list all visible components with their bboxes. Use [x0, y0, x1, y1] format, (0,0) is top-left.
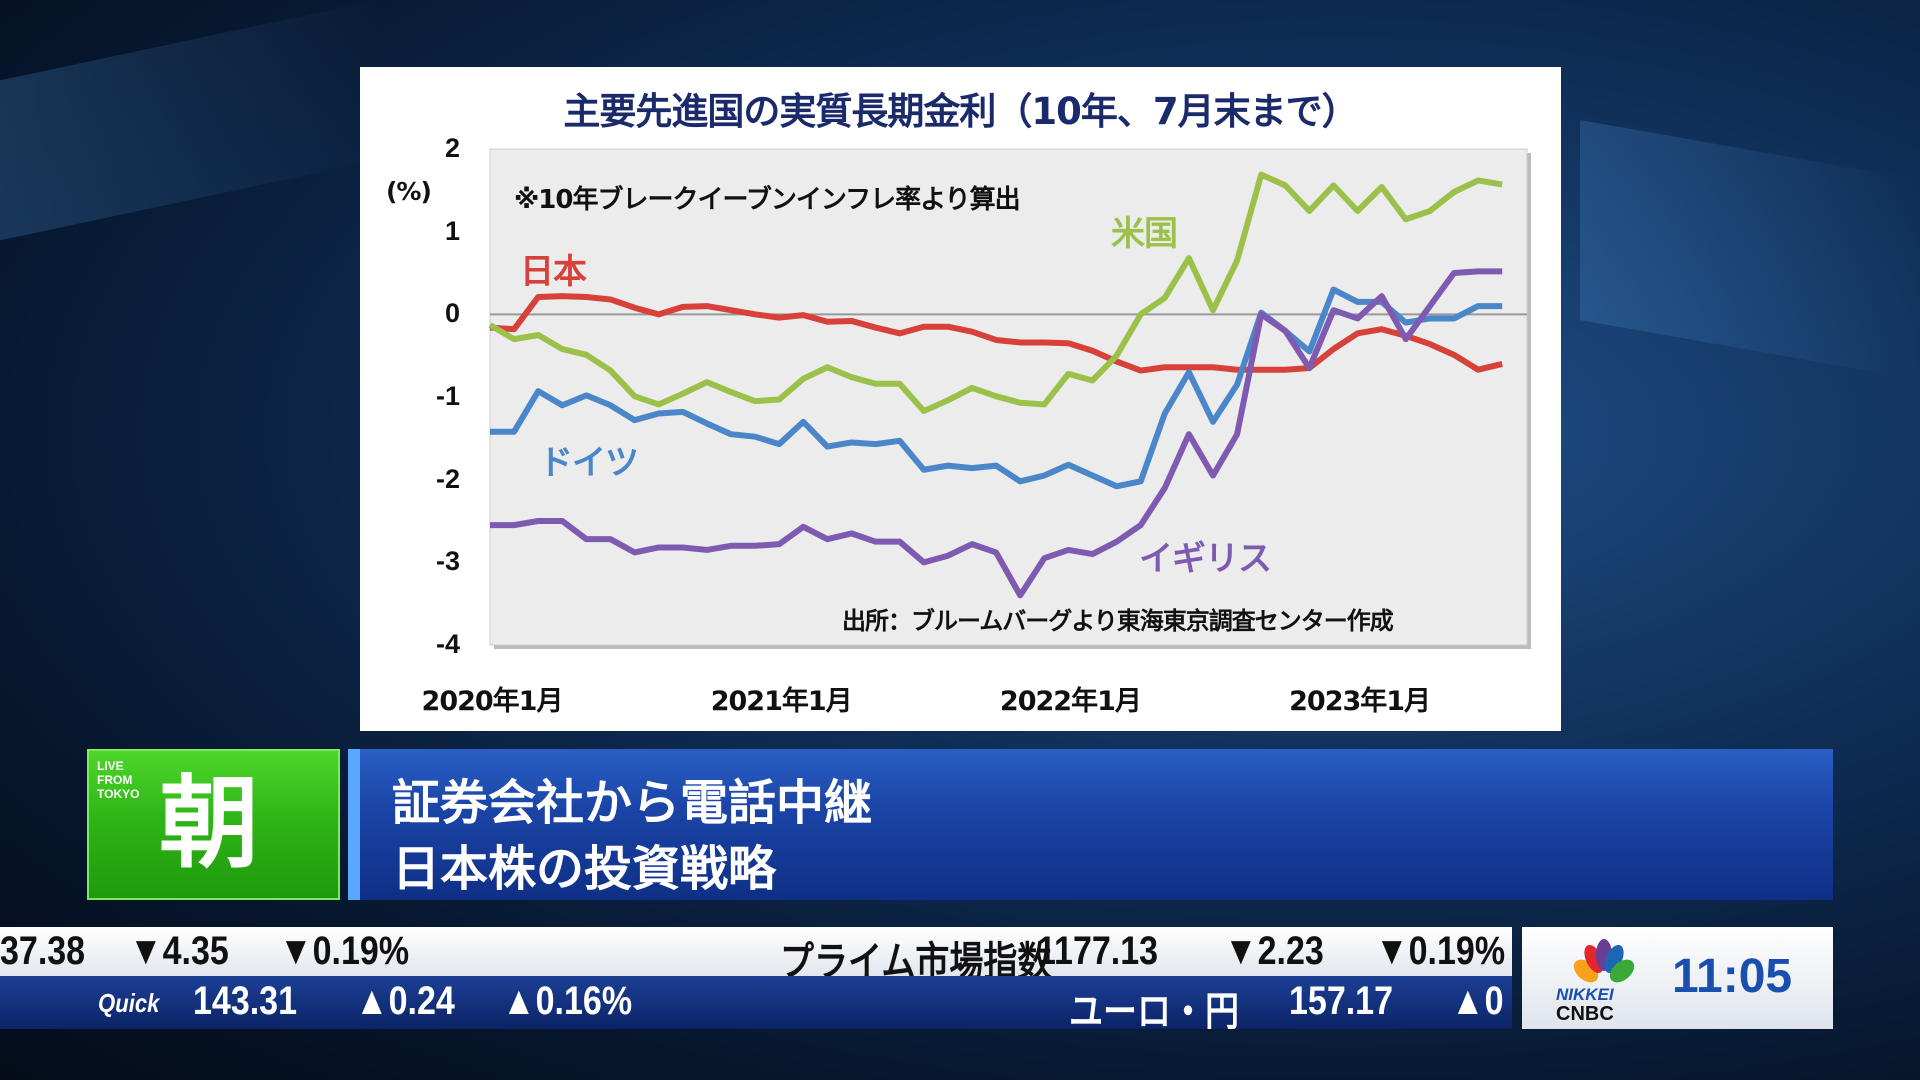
ticker-item: Quick	[98, 988, 160, 1018]
ticker-item: 143.31	[193, 979, 297, 1023]
x-tick-label: 2021年1月	[710, 686, 853, 717]
live-from-tokyo: LIVE FROM TOKYO	[97, 759, 140, 801]
y-tick-label: -2	[435, 463, 460, 494]
ticker-item: ▼4.35	[129, 929, 229, 973]
label-germany: ドイツ	[539, 443, 639, 483]
chart-panel: 主要先進国の実質長期金利（10年、7月末まで） 2 1 0 -1 -2 -3 -4 (%) …	[360, 67, 1561, 731]
nikkei-cnbc-logo-box: NIKKEI CNBC 11:05	[1522, 927, 1833, 1029]
label-us: 米国	[1111, 214, 1178, 254]
series-line-1	[488, 171, 1503, 415]
ticker-item: プライム市場指数	[780, 940, 1052, 976]
chart-note: ※10年ブレークイーブンインフレ率より算出	[514, 185, 1021, 215]
chart-title: 主要先進国の実質長期金利（10年、7月末まで）	[563, 90, 1358, 133]
y-tick-label: -1	[435, 381, 460, 411]
program-badge: LIVE FROM TOKYO 朝	[87, 749, 340, 900]
ticker-item: 37.38	[0, 929, 86, 973]
ticker-item: ユーロ・円	[1069, 990, 1239, 1029]
chart-source: 出所：ブルームバーグより東海東京調査センター作成	[842, 607, 1394, 635]
x-tick-label: 2023年1月	[1289, 686, 1431, 717]
headline-banner: 証券会社から電話中継 日本株の投資戦略	[348, 749, 1833, 900]
ticker-item: ▲0	[1451, 979, 1504, 1023]
ticker-item: 157.17	[1289, 979, 1393, 1023]
y-tick-label: -3	[435, 546, 460, 577]
label-uk: イギリス	[1139, 539, 1272, 579]
cnbc-text: CNBC	[1556, 1003, 1614, 1025]
series-line-0	[489, 293, 1503, 374]
ticker-row-2: Quick 143.31 ▲0.24 ▲0.16% ユーロ・円 157.17 ▲0	[0, 976, 1512, 1029]
ticker-item: ▼2.23	[1224, 929, 1324, 973]
background-decor	[1580, 120, 1920, 380]
y-tick-label: -4	[435, 629, 460, 659]
x-tick-label: 2020年1月	[421, 686, 564, 717]
ticker-item: ▼0.19%	[279, 929, 410, 973]
ticker-item: 1177.13	[1037, 929, 1159, 973]
y-axis-unit: (%)	[386, 177, 432, 206]
background-decor	[0, 0, 380, 241]
x-tick-label: 2022年1月	[999, 686, 1142, 717]
ticker-item: ▲0.24	[355, 979, 455, 1023]
clock: 11:05	[1672, 950, 1793, 1003]
y-tick-label: 2	[444, 133, 460, 163]
peacock-icon	[1573, 939, 1635, 983]
program-name: 朝	[159, 765, 259, 882]
series-line-2	[490, 286, 1503, 490]
ticker-item: ▲0.16%	[502, 979, 633, 1023]
line-chart	[488, 148, 1531, 649]
ticker-item: ▼0.19%	[1375, 929, 1506, 973]
y-tick-label: 0	[444, 298, 460, 329]
headline-line2: 日本株の投資戦略	[392, 841, 777, 897]
label-japan: 日本	[520, 252, 587, 292]
y-tick-label: 1	[444, 215, 460, 246]
nikkei-text: NIKKEI	[1556, 985, 1614, 1004]
ticker-row-1: 37.38 ▼4.35 ▼0.19% プライム市場指数 1177.13 ▼2.23 ▼0.1…	[0, 927, 1512, 976]
headline-line1: 証券会社から電話中継	[392, 775, 873, 831]
series-line-3	[490, 268, 1503, 599]
